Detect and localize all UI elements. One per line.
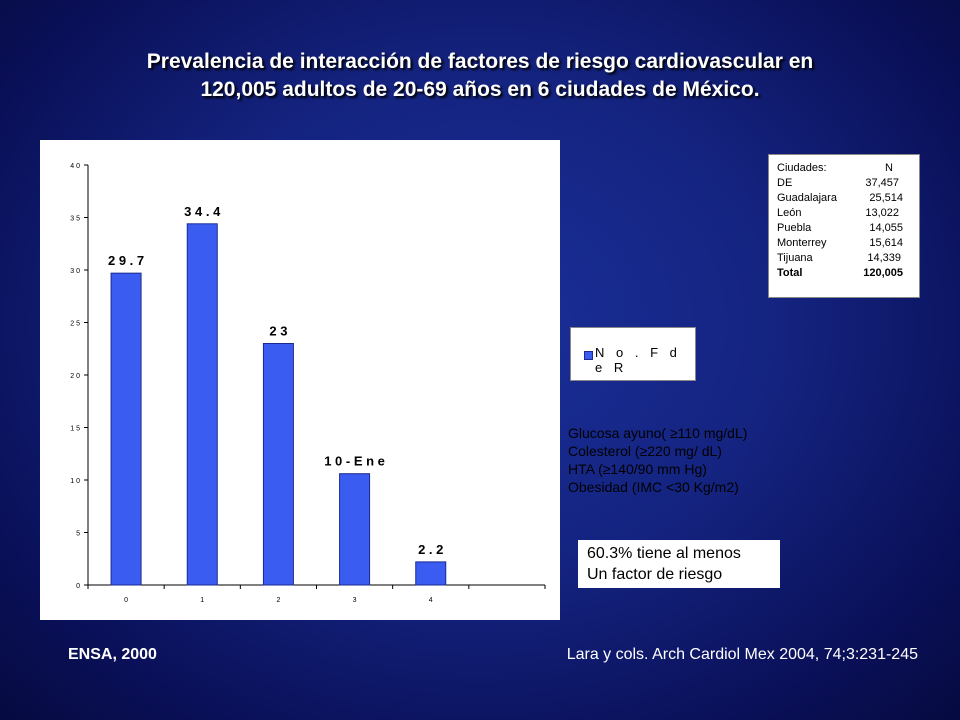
bar xyxy=(262,343,294,586)
y-tick-label: 5 xyxy=(76,531,80,538)
x-tick-label: 1 xyxy=(200,597,204,604)
city-n: 25,514 xyxy=(869,192,903,204)
title-line-1: Prevalencia de interacción de factores d… xyxy=(146,50,814,73)
city-name: Tijuana xyxy=(777,252,813,264)
city-n: 37,457 xyxy=(865,177,899,189)
bar xyxy=(339,473,371,586)
cities-header-label: Ciudades: xyxy=(777,162,827,174)
x-tick-label: 0 xyxy=(124,597,128,604)
city-total-row: Total 120,005 xyxy=(777,266,903,281)
city-n: 15,614 xyxy=(869,237,903,249)
city-name: León xyxy=(777,207,802,219)
risk-factor-hypertension: HTA (≥140/90 mm Hg) xyxy=(568,461,707,477)
bar-data-label: 3 4 . 4 xyxy=(184,204,221,219)
y-tick-label: 0 xyxy=(76,583,80,590)
risk-factors-list: Glucosa ayuno( ≥110 mg/dL) Colesterol (≥… xyxy=(568,424,828,496)
slide-title: Prevalencia de interacción de factores d… xyxy=(60,48,900,104)
bar xyxy=(415,561,447,586)
city-row: DE 37,457 xyxy=(777,176,903,191)
city-total-label: Total xyxy=(777,267,803,279)
chart-legend: N o . F d e R xyxy=(570,327,696,381)
x-tick-label: 3 xyxy=(353,597,357,604)
city-row: León 13,022 xyxy=(777,206,903,221)
city-row: Monterrey 15,614 xyxy=(777,236,903,251)
footer-source-left: ENSA, 2000 xyxy=(68,646,157,663)
bar-data-label: 2 . 2 xyxy=(418,542,443,557)
note-line-1: 60.3% tiene al menos xyxy=(587,545,741,562)
y-tick-label: 3 0 xyxy=(70,268,80,275)
city-total-n: 120,005 xyxy=(863,267,903,279)
city-name: Guadalajara xyxy=(777,192,837,204)
note-line-2: Un factor de riesgo xyxy=(587,566,723,583)
legend-swatch xyxy=(584,351,593,360)
city-n: 13,022 xyxy=(865,207,899,219)
bar xyxy=(186,223,218,586)
y-tick-label: 2 5 xyxy=(70,321,80,328)
city-row: Tijuana 14,339 xyxy=(777,251,903,266)
title-line-2: 120,005 adultos de 20-69 años en 6 ciuda… xyxy=(200,78,760,101)
risk-factor-glucose: Glucosa ayuno( ≥110 mg/dL) xyxy=(568,425,748,441)
y-tick-label: 1 0 xyxy=(70,478,80,485)
city-n: 14,339 xyxy=(867,252,901,264)
city-name: Monterrey xyxy=(777,237,827,249)
x-tick-label: 4 xyxy=(429,597,433,604)
risk-factor-cholesterol: Colesterol (≥220 mg/ dL) xyxy=(568,443,722,459)
city-row: Puebla 14,055 xyxy=(777,221,903,236)
bar-chart: 0 5 1 0 1 5 2 0 2 5 3 0 3 5 4 0 2 9 . 7 0 3 4 . 4 1 2… xyxy=(70,163,546,604)
city-name: Puebla xyxy=(777,222,812,234)
bar-data-label: 2 3 xyxy=(269,324,287,339)
city-n: 14,055 xyxy=(869,222,903,234)
city-name: DE xyxy=(777,177,793,189)
city-row: Guadalajara 25,514 xyxy=(777,191,903,206)
legend-label: N o . F d e R xyxy=(595,345,681,375)
bar xyxy=(110,272,142,586)
cities-header: Ciudades: N xyxy=(777,161,903,176)
summary-note: 60.3% tiene al menos Un factor de riesgo xyxy=(578,540,780,588)
bar-data-label: 2 9 . 7 xyxy=(108,253,144,268)
y-tick-label: 4 0 xyxy=(70,163,80,170)
x-tick-label: 2 xyxy=(276,597,280,604)
cities-table: Ciudades: N DE 37,457 Guadalajara 25,514… xyxy=(768,154,920,298)
risk-factor-obesity: Obesidad (IMC <30 Kg/m2) xyxy=(568,479,739,495)
y-tick-label: 1 5 xyxy=(70,426,80,433)
cities-header-n: N xyxy=(885,162,893,174)
y-tick-label: 2 0 xyxy=(70,373,80,380)
bar-data-label: 1 0 - E n e xyxy=(324,454,385,469)
y-tick-label: 3 5 xyxy=(70,216,80,223)
footer-source-right: Lara y cols. Arch Cardiol Mex 2004, 74;3… xyxy=(566,646,918,663)
